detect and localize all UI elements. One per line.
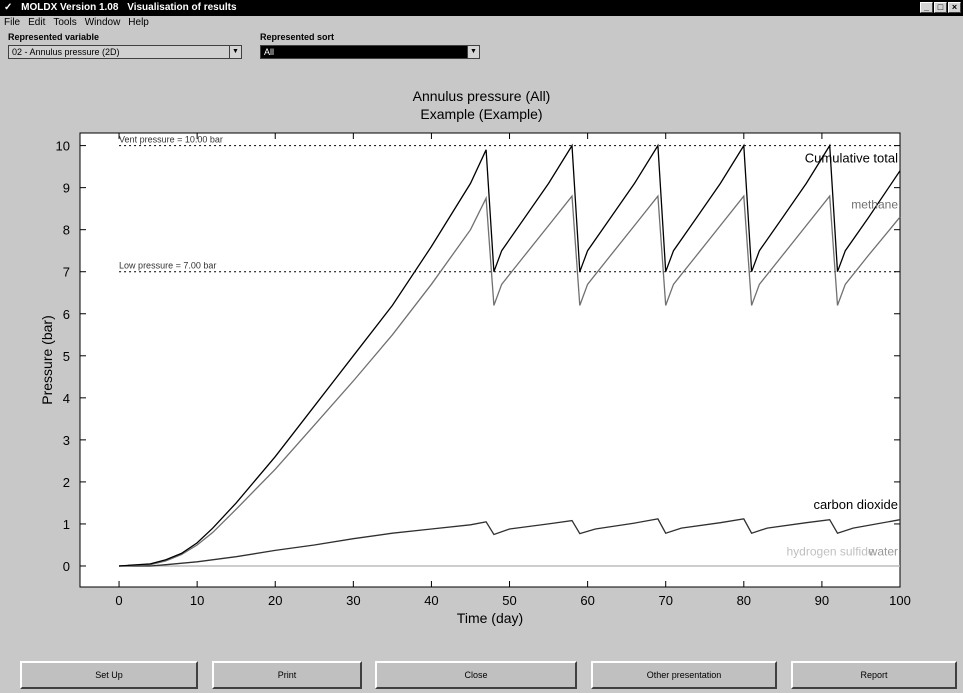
menu-tools[interactable]: Tools bbox=[53, 17, 77, 28]
sort-label: Represented sort bbox=[260, 32, 335, 42]
y-tick-label: 3 bbox=[63, 433, 70, 448]
y-tick-label: 9 bbox=[63, 181, 70, 196]
reference-line-label: Vent pressure = 10.00 bar bbox=[119, 135, 223, 145]
other-presentation-button[interactable]: Other presentation bbox=[591, 661, 777, 689]
menu-file[interactable]: File bbox=[4, 17, 21, 28]
y-tick-label: 5 bbox=[63, 349, 70, 364]
variable-label: Represented variable bbox=[8, 32, 100, 42]
x-tick-label: 100 bbox=[889, 593, 911, 608]
x-tick-label: 50 bbox=[502, 593, 516, 608]
sort-select[interactable]: All ▼ bbox=[260, 45, 480, 59]
x-tick-label: 10 bbox=[190, 593, 204, 608]
setup-button[interactable]: Set Up bbox=[20, 661, 198, 689]
app-logo-icon: ✓ bbox=[4, 2, 13, 13]
series-label: hydrogen sulfide bbox=[787, 544, 875, 558]
reference-line-label: Low pressure = 7.00 bar bbox=[119, 261, 216, 271]
y-tick-label: 7 bbox=[63, 265, 70, 280]
x-tick-label: 0 bbox=[115, 593, 122, 608]
variable-select[interactable]: 02 - Annulus pressure (2D) ▼ bbox=[8, 45, 242, 59]
minimize-icon[interactable]: _ bbox=[920, 2, 933, 13]
menu-window[interactable]: Window bbox=[84, 17, 121, 28]
x-tick-label: 90 bbox=[815, 593, 829, 608]
series-label: Cumulative total bbox=[805, 150, 898, 165]
menu-help[interactable]: Help bbox=[128, 17, 149, 28]
plot-title: Annulus pressure (All) bbox=[412, 88, 551, 104]
window-subtitle: Visualisation of results bbox=[127, 2, 237, 13]
maximize-icon[interactable]: □ bbox=[934, 2, 947, 13]
report-button[interactable]: Report bbox=[791, 661, 957, 689]
chevron-down-icon[interactable]: ▼ bbox=[229, 46, 241, 58]
title-bar: ✓ MOLDX Version 1.08 Visualisation of re… bbox=[0, 0, 963, 16]
y-tick-label: 0 bbox=[63, 559, 70, 574]
x-tick-label: 70 bbox=[658, 593, 672, 608]
close-button[interactable]: Close bbox=[375, 661, 577, 689]
series-line-carbon-dioxide bbox=[119, 518, 901, 567]
print-button[interactable]: Print bbox=[212, 661, 362, 689]
y-tick-label: 2 bbox=[63, 475, 70, 490]
menu-edit[interactable]: Edit bbox=[28, 17, 46, 28]
menu-bar: File Edit Tools Window Help bbox=[0, 17, 963, 31]
y-tick-label: 4 bbox=[63, 391, 70, 406]
plot-subtitle: Example (Example) bbox=[420, 106, 543, 122]
y-tick-label: 10 bbox=[56, 139, 70, 154]
series-label: methane bbox=[851, 198, 898, 212]
app-title: MOLDX Version 1.08 bbox=[21, 2, 119, 13]
x-tick-label: 80 bbox=[737, 593, 751, 608]
sort-value: All bbox=[264, 47, 275, 57]
y-axis-label: Pressure (bar) bbox=[39, 315, 55, 404]
x-tick-label: 40 bbox=[424, 593, 438, 608]
x-axis-label: Time (day) bbox=[457, 610, 523, 626]
variable-value: 02 - Annulus pressure (2D) bbox=[12, 47, 120, 57]
series-line-methane bbox=[118, 194, 901, 567]
x-tick-label: 60 bbox=[580, 593, 594, 608]
chevron-down-icon[interactable]: ▼ bbox=[467, 46, 479, 58]
x-tick-label: 30 bbox=[346, 593, 360, 608]
series-label: water bbox=[868, 544, 898, 558]
y-tick-label: 6 bbox=[63, 307, 70, 322]
x-tick-label: 20 bbox=[268, 593, 282, 608]
y-tick-label: 1 bbox=[63, 517, 70, 532]
close-icon[interactable]: × bbox=[948, 2, 961, 13]
series-line-Cumulative-total bbox=[118, 143, 901, 567]
series-label: carbon dioxide bbox=[813, 497, 898, 512]
y-tick-label: 8 bbox=[63, 223, 70, 238]
